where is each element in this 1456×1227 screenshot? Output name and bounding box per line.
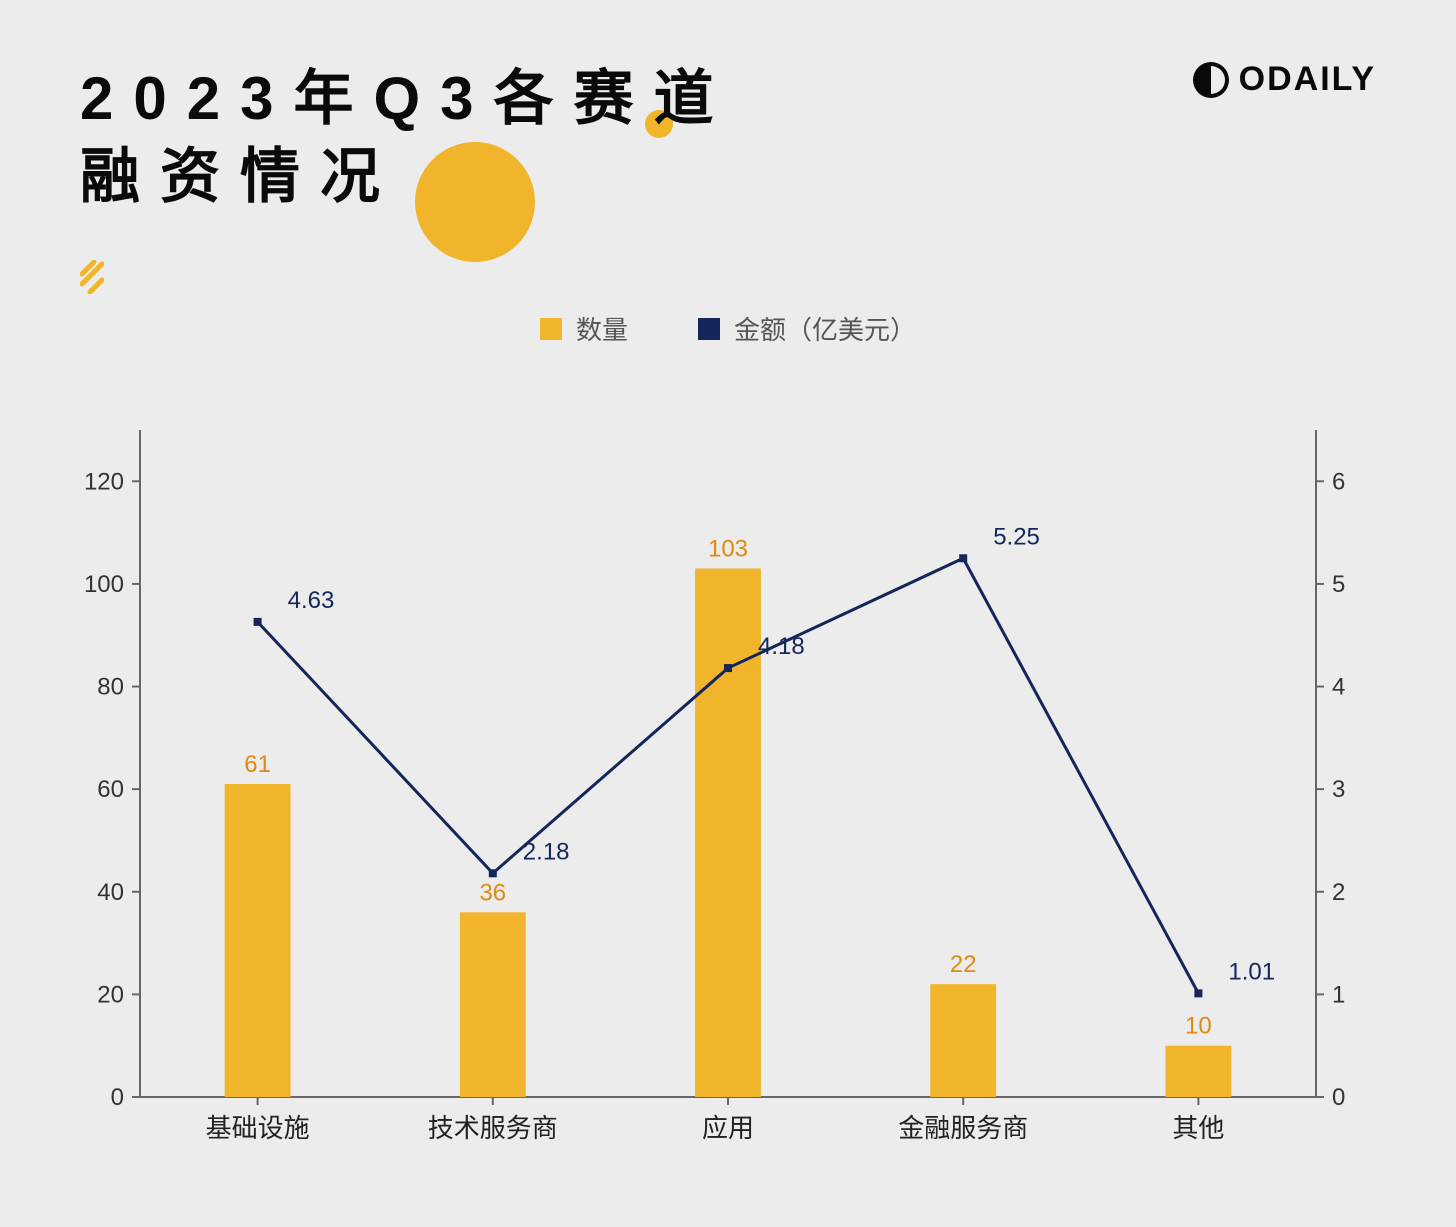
svg-text:40: 40: [97, 879, 124, 906]
svg-text:5: 5: [1332, 571, 1345, 598]
svg-text:120: 120: [84, 468, 124, 495]
header: 2023年Q3各赛道 融资情况 ODAILY: [80, 60, 1376, 216]
title-line-1: 2023年Q3各赛道: [80, 65, 734, 132]
bar: [1165, 1046, 1231, 1097]
bar-value-label: 103: [708, 536, 748, 563]
line-value-label: 5.25: [993, 523, 1040, 550]
line-value-label: 4.63: [288, 587, 335, 614]
legend: 数量 金额（亿美元）: [0, 310, 1456, 347]
svg-text:0: 0: [1332, 1084, 1345, 1111]
svg-text:0: 0: [111, 1084, 124, 1111]
line-value-label: 1.01: [1228, 958, 1275, 985]
chart-title: 2023年Q3各赛道 融资情况: [80, 60, 734, 216]
dual-axis-chart: 0 20 40 60 80 100 120 0 1 2 3 4 5 6 61 基础设施 36 技术服务商 103 应用…: [60, 400, 1396, 1167]
brand-logo-icon: [1193, 62, 1229, 98]
category-label: 金融服务商: [898, 1113, 1028, 1143]
svg-text:100: 100: [84, 571, 124, 598]
category-label: 应用: [702, 1113, 754, 1143]
bar-value-label: 36: [479, 879, 506, 906]
line-marker: [254, 618, 262, 626]
svg-text:60: 60: [97, 776, 124, 803]
legend-swatch-amount: [698, 318, 720, 340]
legend-item-count: 数量: [540, 310, 628, 347]
title-line-2: 融资情况: [80, 143, 400, 210]
bar: [695, 569, 761, 1097]
category-label: 技术服务商: [428, 1113, 558, 1143]
legend-label-count: 数量: [576, 310, 628, 347]
bar-value-label: 61: [244, 751, 271, 778]
svg-text:3: 3: [1332, 776, 1345, 803]
svg-text:2: 2: [1332, 879, 1345, 906]
legend-label-amount: 金额（亿美元）: [734, 310, 916, 347]
line-marker: [489, 869, 497, 877]
bar: [930, 984, 996, 1097]
brand: ODAILY: [1193, 60, 1376, 99]
bar-value-label: 22: [950, 951, 977, 978]
svg-text:1: 1: [1332, 981, 1345, 1008]
chart-svg: 0 20 40 60 80 100 120 0 1 2 3 4 5 6 61 基础设施 36 技术服务商 103 应用…: [60, 400, 1396, 1167]
legend-swatch-count: [540, 318, 562, 340]
line-value-label: 2.18: [523, 838, 570, 865]
category-label: 基础设施: [206, 1113, 310, 1143]
line-value-label: 4.18: [758, 633, 805, 660]
title-wrap: 2023年Q3各赛道 融资情况: [80, 60, 734, 216]
bar-value-label: 10: [1185, 1013, 1212, 1040]
line-marker: [1194, 989, 1202, 997]
line-marker: [724, 664, 732, 672]
category-label: 其他: [1172, 1113, 1224, 1143]
bar: [225, 784, 291, 1097]
svg-text:4: 4: [1332, 674, 1345, 701]
bar: [460, 912, 526, 1097]
legend-item-amount: 金额（亿美元）: [698, 310, 916, 347]
decor-diagonal-icon: [80, 260, 104, 294]
line-marker: [959, 554, 967, 562]
svg-text:20: 20: [97, 981, 124, 1008]
svg-text:6: 6: [1332, 468, 1345, 495]
svg-text:80: 80: [97, 674, 124, 701]
brand-name: ODAILY: [1239, 60, 1376, 99]
